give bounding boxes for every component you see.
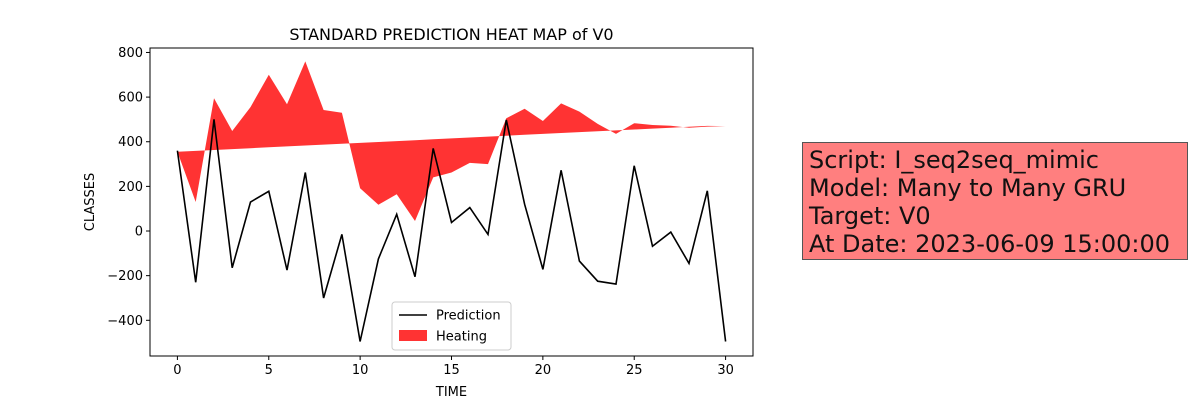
heating-area (177, 61, 726, 222)
y-tick-label: −400 (107, 314, 143, 329)
info-box: Script: I_seq2seq_mimic Model: Many to M… (802, 142, 1188, 260)
x-tick-label: 5 (265, 363, 273, 378)
info-model: Model: Many to Many GRU (809, 174, 1127, 202)
x-axis-label: TIME (435, 385, 467, 400)
y-tick-label: −200 (107, 269, 143, 284)
x-tick-label: 25 (626, 363, 643, 378)
prediction-line (176, 119, 727, 342)
legend-heating-swatch (399, 330, 427, 341)
x-tick-label: 15 (443, 363, 460, 378)
prediction-line-layer (176, 119, 727, 342)
y-tick-label: 0 (135, 225, 143, 240)
x-axis-ticks: 0 5 10 15 20 25 30 (173, 356, 734, 378)
y-tick-label: 600 (118, 91, 143, 106)
x-tick-label: 30 (717, 363, 734, 378)
x-tick-label: 20 (535, 363, 552, 378)
y-axis-ticks: −400 −200 0 200 400 600 800 (107, 46, 150, 329)
heating-area-layer (177, 61, 726, 222)
legend-prediction-label: Prediction (436, 309, 501, 324)
y-axis-label: CLASSES (83, 173, 98, 231)
x-tick-label: 0 (173, 363, 181, 378)
legend: Prediction Heating (391, 301, 512, 351)
info-date: At Date: 2023-06-09 15:00:00 (809, 230, 1171, 258)
y-tick-label: 800 (118, 46, 143, 61)
chart-title: STANDARD PREDICTION HEAT MAP of V0 (289, 25, 613, 44)
info-target: Target: V0 (809, 202, 931, 230)
y-tick-label: 400 (118, 135, 143, 150)
info-script: Script: I_seq2seq_mimic (809, 146, 1099, 174)
legend-heating-label: Heating (436, 330, 487, 345)
x-tick-label: 10 (352, 363, 369, 378)
y-tick-label: 200 (118, 180, 143, 195)
